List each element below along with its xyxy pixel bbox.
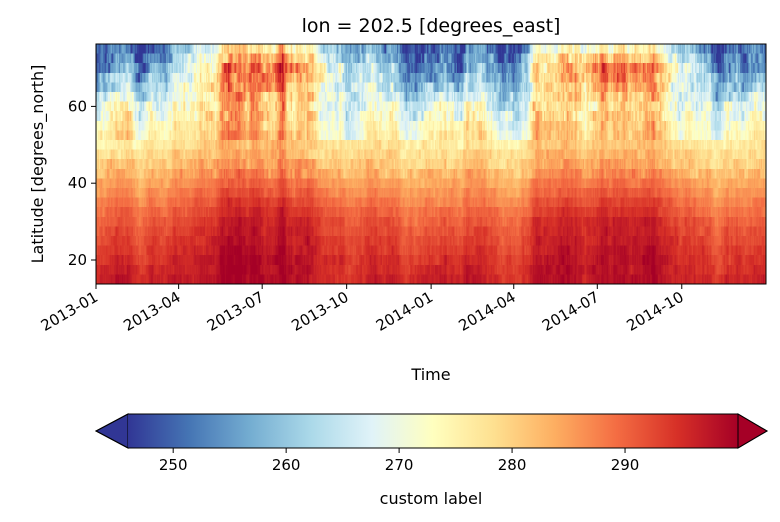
y-tick-label: 60 xyxy=(68,97,87,115)
x-tick-label: 2014-10 xyxy=(623,288,686,335)
x-tick-label: 2013-04 xyxy=(120,288,183,335)
y-tick-label: 40 xyxy=(68,174,87,192)
y-axis-ticks: 20 40 60 xyxy=(68,97,96,269)
colorbar-tick-label: 260 xyxy=(272,456,301,474)
x-tick-label: 2014-01 xyxy=(373,288,436,335)
y-axis-label: Latitude [degrees_north] xyxy=(28,65,48,264)
colorbar-gradient xyxy=(128,414,738,448)
plot-area: 2013-01 2013-04 2013-07 2013-10 2014-01 2014-… xyxy=(38,43,767,335)
colorbar-tick-label: 290 xyxy=(611,456,640,474)
colorbar-tick-label: 270 xyxy=(385,456,414,474)
x-tick-label: 2014-04 xyxy=(455,288,518,335)
colorbar-ticks: 250 260 270 280 290 xyxy=(159,448,639,474)
colorbar-frame xyxy=(94,413,768,449)
x-axis-ticks: 2013-01 2013-04 2013-07 2013-10 2014-01 2014-… xyxy=(38,284,687,335)
x-tick-label: 2013-07 xyxy=(204,288,267,335)
colorbar-high-extension xyxy=(737,413,768,449)
x-tick-label: 2013-01 xyxy=(38,288,101,335)
colorbar-tick-label: 250 xyxy=(159,456,188,474)
heatmap-image xyxy=(96,44,766,284)
colorbar-label: custom label xyxy=(380,489,483,508)
x-tick-label: 2013-10 xyxy=(288,288,351,335)
colorbar-tick-label: 280 xyxy=(498,456,527,474)
colorbar: 250 260 270 280 290 xyxy=(94,413,768,474)
x-axis-label: Time xyxy=(410,365,450,384)
x-tick-label: 2014-07 xyxy=(539,288,602,335)
colorbar-low-extension xyxy=(94,413,129,449)
y-tick-label: 20 xyxy=(68,251,87,269)
chart-title: lon = 202.5 [degrees_east] xyxy=(302,15,561,37)
